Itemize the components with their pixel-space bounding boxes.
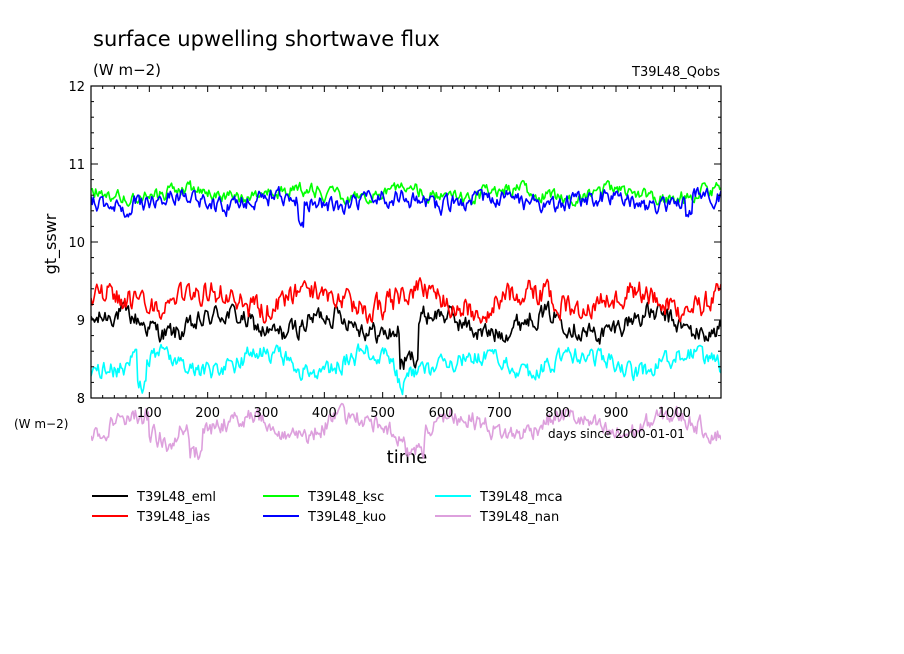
- x-tick-label: 1000: [658, 406, 691, 421]
- y-tick-label: 8: [77, 392, 85, 407]
- x-tick-label: 700: [487, 406, 512, 421]
- x-tick-label: 400: [312, 406, 337, 421]
- series-line: [91, 402, 721, 461]
- y-tick-label: 9: [77, 314, 85, 329]
- legend-label: T39L48_ksc: [307, 490, 384, 505]
- series-line: [91, 186, 721, 228]
- y-tick-label: 10: [68, 236, 85, 251]
- legend-label: T39L48_mca: [479, 490, 563, 505]
- y-tick-label: 12: [68, 80, 85, 95]
- legend-label: T39L48_nan: [479, 510, 559, 525]
- series-line: [91, 179, 721, 207]
- series-line: [91, 299, 721, 371]
- legend-label: T39L48_ias: [136, 510, 210, 525]
- x-axis-label: time: [387, 447, 428, 468]
- x-tick-label: 100: [137, 406, 162, 421]
- axes-layer: 100 200 300 400 500 600 700 800 900 1000 8 9 10 11 12: [68, 80, 721, 421]
- legend-label: T39L48_eml: [136, 490, 216, 505]
- x-units-label: days since 2000-01-01: [548, 427, 685, 441]
- y-units-label: (W m−2): [14, 417, 68, 431]
- x-tick-label: 300: [254, 406, 279, 421]
- legend: T39L48_eml T39L48_ias T39L48_ksc T39L48_kuo…: [92, 490, 563, 525]
- run-label: T39L48_Qobs: [631, 65, 720, 80]
- chart-subtitle: (W m−2): [93, 61, 161, 79]
- plot-frame: [90, 85, 722, 399]
- series-line: [91, 343, 721, 396]
- x-tick-label: 900: [604, 406, 629, 421]
- chart-title: surface upwelling shortwave flux: [93, 27, 440, 51]
- y-tick-label: 11: [68, 158, 85, 173]
- legend-label: T39L48_kuo: [307, 510, 386, 525]
- x-tick-label: 600: [429, 406, 454, 421]
- y-axis-label: gt_sswr: [41, 213, 61, 274]
- x-tick-label: 500: [370, 406, 395, 421]
- series-line: [91, 277, 721, 324]
- x-tick-label: 800: [545, 406, 570, 421]
- series-layer: [91, 179, 721, 461]
- x-tick-label: 200: [195, 406, 220, 421]
